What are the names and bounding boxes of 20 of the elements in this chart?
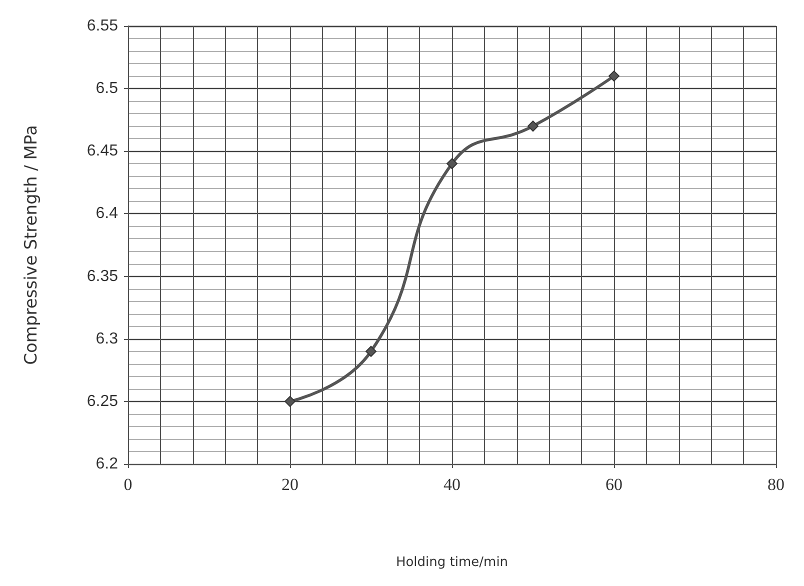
y-tick-label: 6.2 (96, 456, 118, 472)
y-tick-label: 6.35 (86, 268, 118, 285)
y-tick-label: 6.4 (96, 205, 118, 222)
x-tick-label: 60 (606, 475, 622, 494)
x-axis-title: Holding time/min (396, 555, 508, 570)
y-tick-label: 6.25 (86, 392, 118, 410)
y-tick-label: 6.5 (96, 80, 118, 98)
x-tick-label: 0 (124, 475, 132, 494)
x-tick-label: 80 (768, 475, 784, 494)
point (366, 346, 376, 357)
point (528, 120, 538, 132)
y-axis-title: Compressive Strength / MPa (22, 125, 42, 365)
point (608, 70, 620, 82)
y-tick-label: 6.55 (86, 18, 118, 34)
y-tick-label: 6.3 (96, 330, 118, 348)
y-tick-label: 6.45 (86, 142, 118, 160)
point (284, 396, 296, 407)
x-tick-label: 20 (282, 475, 298, 494)
point (446, 158, 458, 170)
x-tick-label: 40 (444, 475, 460, 494)
